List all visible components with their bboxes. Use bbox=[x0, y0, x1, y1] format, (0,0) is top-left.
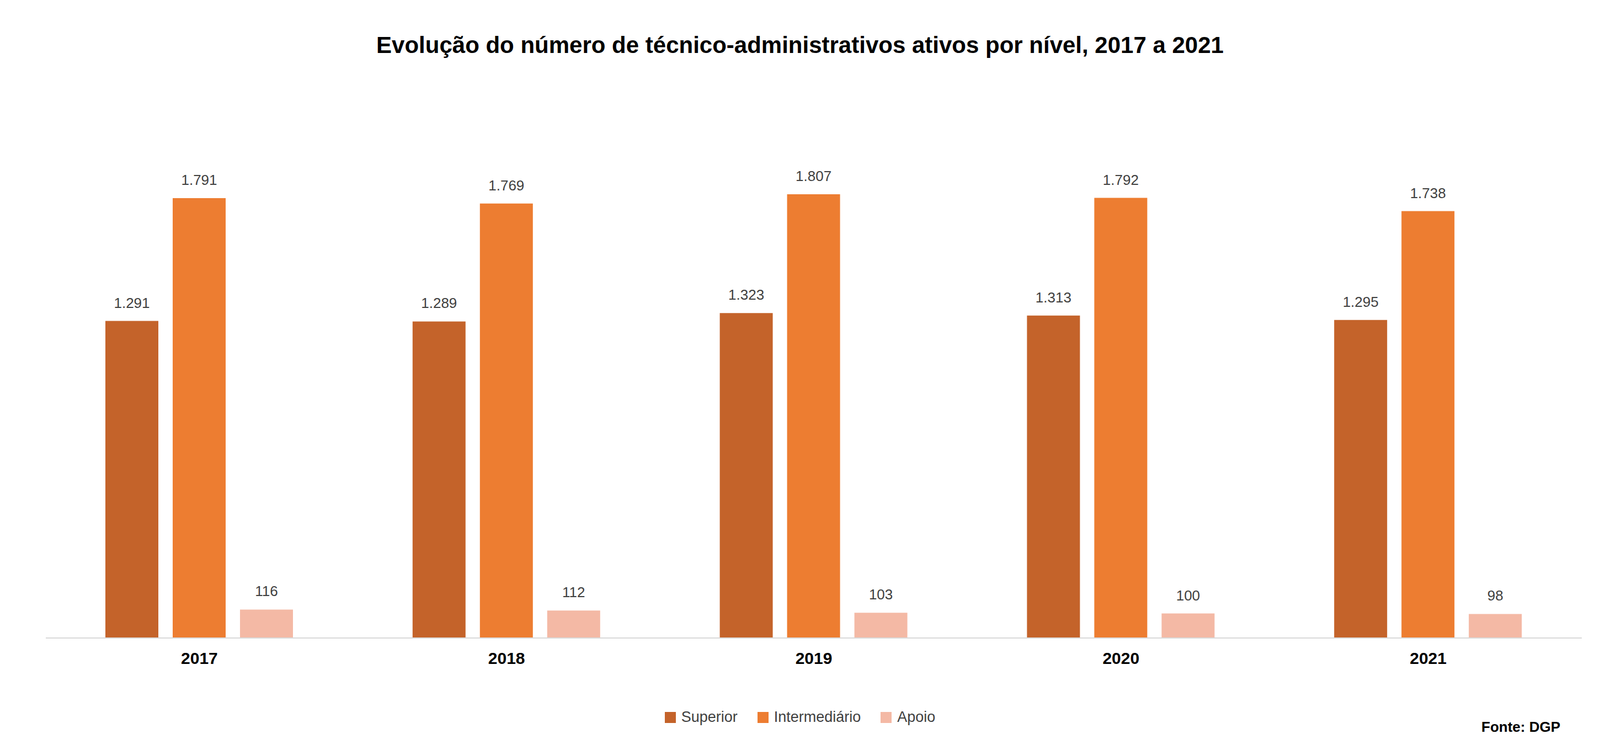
svg-text:100: 100 bbox=[1176, 587, 1200, 604]
svg-text:2021: 2021 bbox=[1409, 648, 1447, 668]
svg-text:2018: 2018 bbox=[488, 648, 526, 668]
svg-text:2020: 2020 bbox=[1102, 648, 1140, 668]
svg-text:1.313: 1.313 bbox=[1035, 289, 1072, 306]
svg-text:2019: 2019 bbox=[795, 648, 833, 668]
svg-text:1.791: 1.791 bbox=[180, 171, 217, 189]
svg-text:116: 116 bbox=[254, 582, 278, 600]
svg-text:1.291: 1.291 bbox=[113, 294, 150, 312]
html-text:Apoio: Apoio bbox=[897, 708, 936, 725]
svg-text:1.792: 1.792 bbox=[1102, 171, 1139, 189]
svg-text:1.807: 1.807 bbox=[795, 167, 832, 185]
html-text:Fonte: DGP: Fonte: DGP bbox=[1481, 718, 1561, 735]
html-text:Evolução do número de técnico-: Evolução do número de técnico-administra… bbox=[376, 32, 1224, 58]
svg-text:98: 98 bbox=[1487, 587, 1504, 604]
html-text:Intermediário: Intermediário bbox=[773, 708, 861, 725]
svg-text:1.289: 1.289 bbox=[420, 294, 457, 312]
svg-text:103: 103 bbox=[868, 585, 893, 603]
svg-text:1.738: 1.738 bbox=[1410, 184, 1447, 202]
svg-text:1.323: 1.323 bbox=[728, 286, 765, 303]
svg-text:1.295: 1.295 bbox=[1342, 293, 1379, 311]
svg-text:112: 112 bbox=[562, 583, 585, 601]
svg-text:2017: 2017 bbox=[180, 648, 218, 668]
html-text:Superior: Superior bbox=[681, 708, 738, 725]
svg-text:1.769: 1.769 bbox=[488, 177, 525, 194]
